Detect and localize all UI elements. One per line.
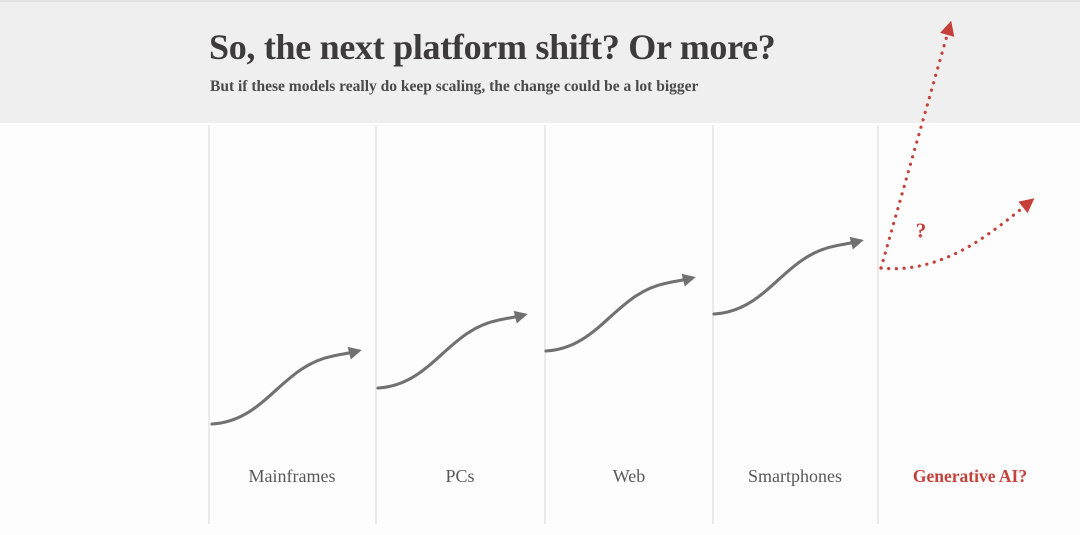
slide-header: So, the next platform shift? Or more? Bu…: [0, 0, 1080, 123]
top-edge-line: [0, 0, 1080, 2]
genai-question-mark: ?: [915, 218, 927, 243]
label-generative-ai: Generative AI?: [912, 466, 1028, 486]
label-pcs: PCs: [445, 466, 475, 486]
s-curve-pcs: [376, 310, 528, 390]
label-web: Web: [612, 466, 646, 486]
slide-subtitle: But if these models really do keep scali…: [210, 78, 699, 95]
label-smartphones: Smartphones: [748, 466, 842, 486]
s-curve-mainframes: [210, 346, 362, 426]
slide-title: So, the next platform shift? Or more?: [209, 27, 776, 67]
s-curve-smartphones: [712, 236, 864, 316]
label-mainframes: Mainframes: [248, 466, 336, 486]
s-curve-web: [544, 273, 696, 353]
genai-curve-arrow: [879, 198, 1035, 271]
